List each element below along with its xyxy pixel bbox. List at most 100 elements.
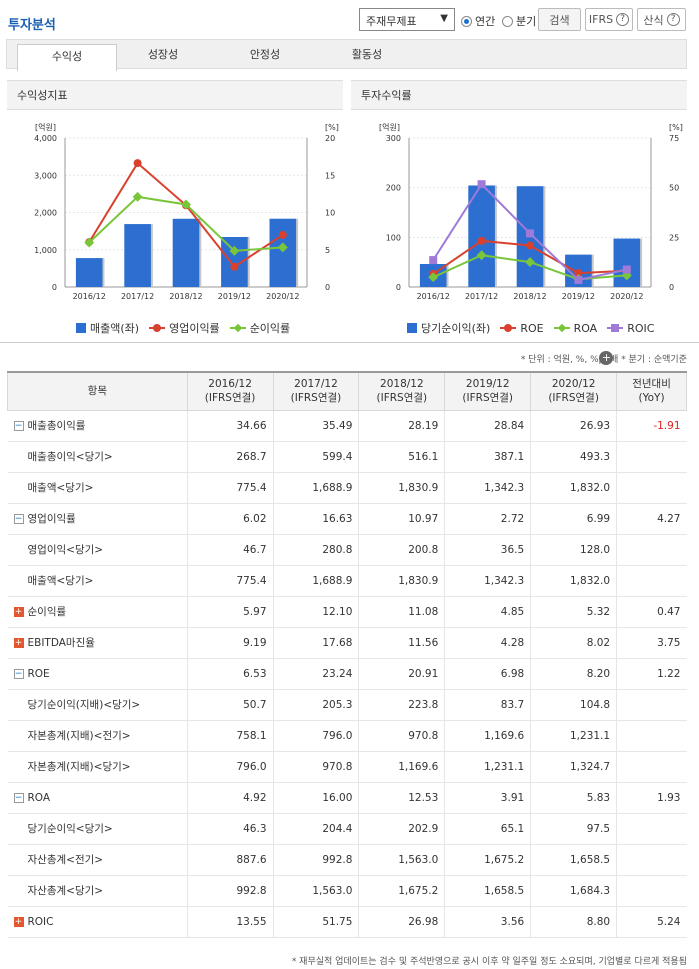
table-cell: 8.20 (530, 658, 617, 690)
y-left-tick: 300 (386, 134, 401, 143)
radio-annual[interactable]: 연간 (461, 13, 495, 29)
legend-item[interactable]: ROIC (607, 322, 654, 335)
table-cell (616, 813, 687, 845)
expand-icon[interactable]: + (13, 916, 24, 927)
table-cell: 4.27 (616, 503, 687, 535)
expand-icon[interactable]: + (13, 607, 24, 617)
radio-unchecked-icon (502, 15, 513, 27)
tab-activity[interactable]: 활동성 (351, 48, 383, 61)
table-cell: 17.68 (272, 627, 359, 659)
legend-swatch (500, 324, 517, 332)
column-header-sublabel: (IFRS연결) (462, 392, 514, 405)
table-cell: 280.8 (272, 534, 359, 566)
table-cell: 128.0 (530, 534, 617, 566)
search-button-label: 검색 (549, 13, 570, 27)
bar (468, 185, 495, 287)
radio-checked-icon (461, 15, 472, 27)
table-cell: 9.19 (186, 627, 274, 659)
legend-item[interactable]: 당기순이익(좌) (407, 320, 490, 336)
tab-growth[interactable]: 성장성 (147, 48, 179, 61)
table-cell: 1,688.9 (272, 565, 359, 597)
table-cell: 50.7 (186, 689, 274, 721)
legend-item[interactable]: ROE (500, 322, 544, 335)
tab-profitability[interactable]: 수익성 (17, 44, 117, 71)
row-label-text: 매출총이익률 (27, 420, 86, 432)
row-label: 영업이익<당기> (7, 534, 188, 566)
table-cell: 1,169.6 (444, 720, 531, 752)
search-button[interactable]: 검색 (538, 8, 581, 31)
legend-item[interactable]: ROA (553, 322, 597, 335)
legend-item[interactable]: 영업이익률 (149, 320, 220, 336)
y-right-unit: [%] (669, 123, 683, 132)
legend-swatch (76, 323, 86, 333)
table-cell (616, 472, 687, 504)
table-cell: 26.93 (530, 410, 617, 442)
row-label: + EBITDA마진율 (7, 627, 188, 659)
add-column-icon[interactable]: + (599, 351, 614, 366)
point (622, 265, 631, 274)
y-right-tick: 75 (669, 134, 679, 143)
legend-swatch (407, 323, 417, 333)
row-label-text: 매출액<당기> (27, 482, 94, 494)
table-cell: 599.4 (272, 441, 359, 473)
table-cell: 204.4 (272, 813, 359, 845)
table-cell: 1,231.1 (530, 720, 617, 752)
row-label: 당기순이익<당기> (7, 813, 188, 845)
point (525, 257, 535, 268)
legend-item[interactable]: 순이익률 (229, 320, 290, 336)
table-cell: 4.92 (186, 782, 274, 814)
radio-quarter-label: 분기 (516, 15, 537, 28)
collapse-icon[interactable]: − (13, 668, 24, 679)
row-label-text: 매출총이익<당기> (27, 451, 113, 463)
expand-icon[interactable]: + (13, 638, 24, 648)
y-right-tick: 15 (325, 171, 335, 180)
x-tick-label: 2017/12 (465, 292, 498, 301)
y-right-tick: 20 (325, 134, 335, 143)
formula-label: 산식 (643, 13, 664, 27)
table-cell: 36.5 (444, 534, 531, 566)
collapse-icon[interactable]: − (13, 792, 24, 803)
bar (75, 258, 103, 287)
legend-item[interactable]: 매출액(좌) (76, 320, 139, 336)
y-left-tick: 3,000 (34, 171, 57, 180)
point (132, 191, 143, 202)
table-cell: 1,658.5 (530, 844, 617, 876)
table-cell: 992.8 (186, 875, 274, 907)
radio-quarter[interactable]: 분기 (502, 13, 536, 29)
formula-help-button[interactable]: 산식 ? (637, 8, 686, 31)
legend-swatch (149, 324, 166, 332)
tab-stability[interactable]: 안정성 (249, 48, 281, 61)
table-cell: 223.8 (358, 689, 445, 721)
tab-bar: 수익성 성장성 안정성 활동성 (6, 39, 687, 71)
legend-label: ROIC (627, 321, 655, 335)
column-header: 항목 (7, 371, 188, 411)
collapse-icon[interactable]: − (13, 421, 24, 431)
point (477, 180, 486, 189)
table-cell: 20.91 (358, 658, 445, 690)
table-cell: 6.53 (186, 658, 274, 690)
table-cell: 35.49 (272, 410, 359, 442)
row-label-text: EBITDA마진율 (27, 637, 95, 649)
table-cell: 1,563.0 (272, 875, 359, 907)
right-legend: 당기순이익(좌) ROE ROA ROIC (407, 320, 654, 336)
table-row: + ROIC 13.55 51.75 26.98 3.56 8.80 5.24 (7, 906, 687, 938)
y-right-tick: 5 (325, 246, 330, 255)
y-left-unit: [억원] (35, 122, 56, 132)
row-label: + ROIC (7, 906, 188, 938)
y-left-tick: 1,000 (34, 246, 57, 255)
y-left-tick: 4,000 (34, 134, 57, 143)
y-right-tick: 50 (669, 184, 679, 193)
x-tick-label: 2018/12 (513, 292, 546, 301)
table-cell (616, 720, 687, 752)
collapse-icon[interactable]: − (13, 514, 24, 524)
table-row: + EBITDA마진율 9.19 17.68 11.56 4.28 8.02 3.75 (7, 627, 687, 659)
table-cell (616, 751, 687, 783)
table-cell: 3.75 (616, 627, 687, 659)
ifrs-help-button[interactable]: IFRS ? (585, 8, 633, 31)
row-label: − 영업이익률 (7, 503, 188, 535)
point (574, 275, 583, 284)
table-row: 자본총계(지배)<전기> 758.1 796.0 970.8 1,169.6 1,231.… (7, 720, 687, 752)
table-cell: 11.08 (358, 596, 445, 628)
row-label: + 순이익률 (7, 596, 188, 628)
statement-select[interactable]: 주재무제표 ▼ (359, 8, 455, 31)
